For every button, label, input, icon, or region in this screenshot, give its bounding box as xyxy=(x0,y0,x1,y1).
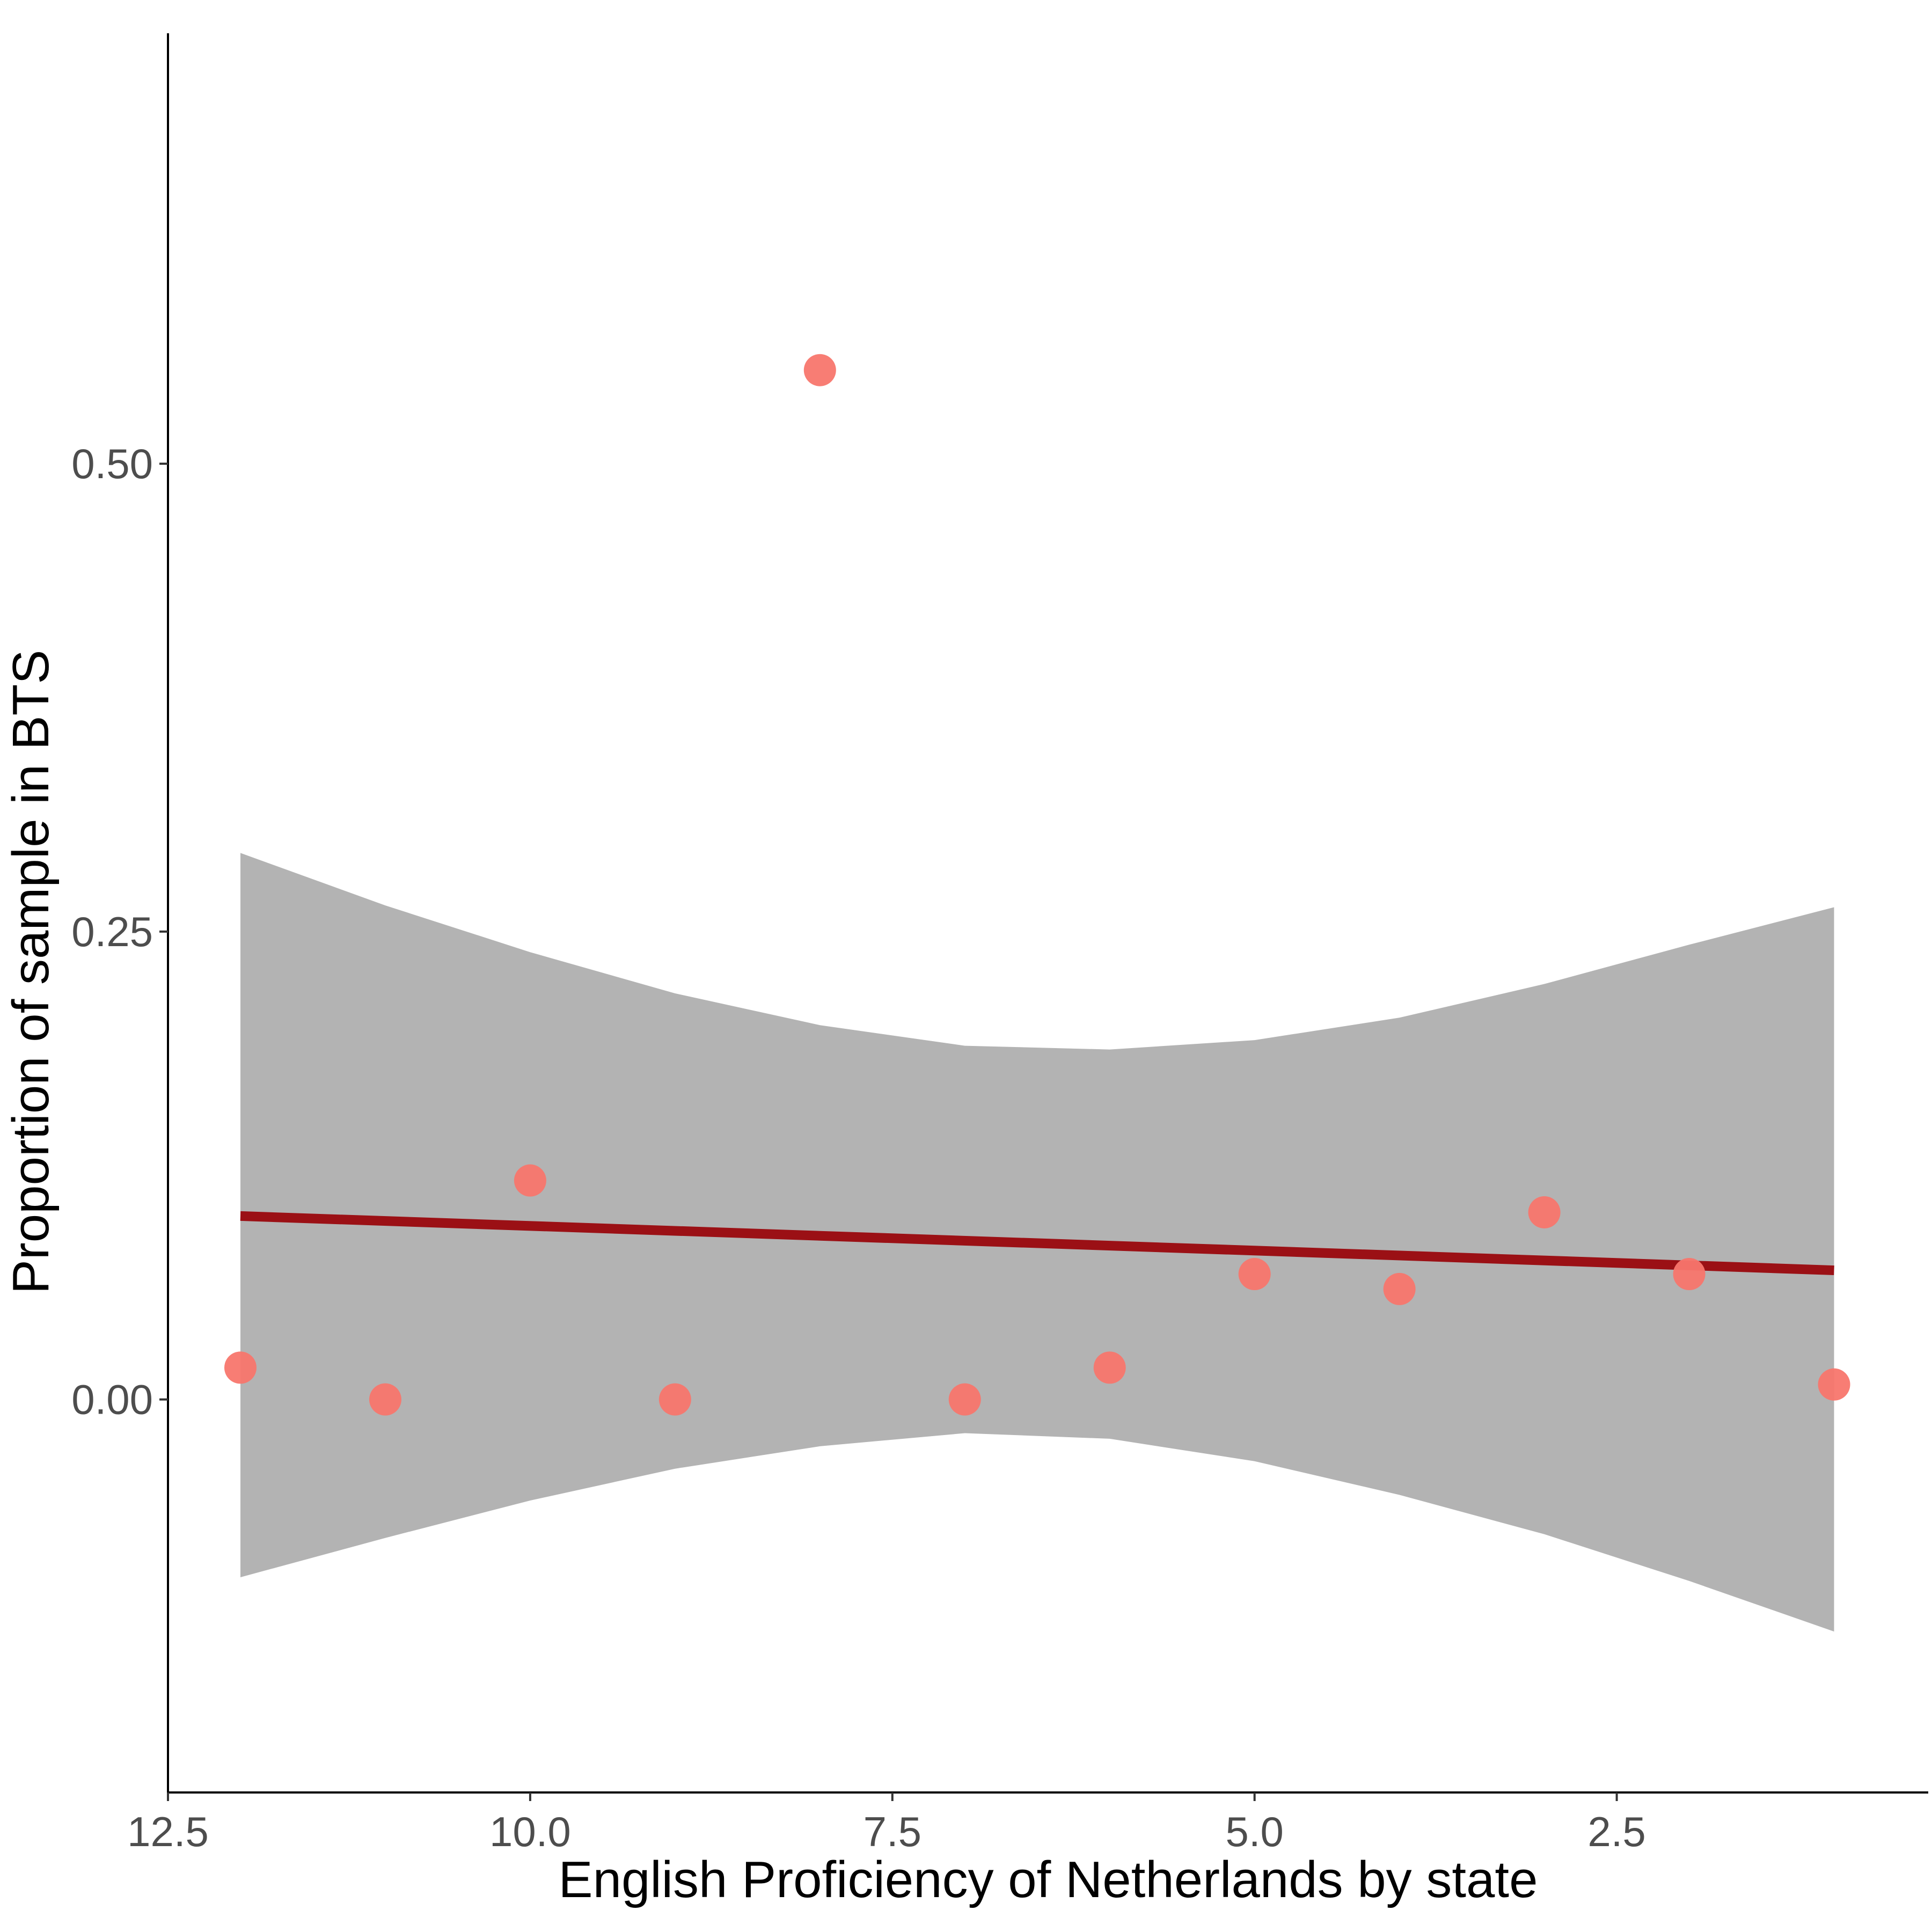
data-point xyxy=(1673,1258,1706,1291)
x-axis-ticks: 12.5 10.0 7.5 5.0 2.5 xyxy=(127,1792,1646,1855)
x-axis-title: English Proficiency of Netherlands by st… xyxy=(559,1851,1538,1908)
regression-line xyxy=(240,1211,1834,1276)
data-point xyxy=(658,1383,691,1416)
data-point xyxy=(369,1383,401,1416)
data-point xyxy=(948,1383,981,1416)
y-tick-label: 0.25 xyxy=(71,908,153,955)
fit-line-layer xyxy=(240,1211,1834,1276)
x-tick-label: 12.5 xyxy=(127,1808,209,1855)
axes-layer xyxy=(167,33,1928,1794)
data-point xyxy=(1818,1368,1850,1401)
x-tick-label: 7.5 xyxy=(863,1808,921,1855)
y-axis-title: Proportion of sample in BTS xyxy=(2,650,60,1294)
x-tick-label: 2.5 xyxy=(1587,1808,1645,1855)
y-axis-ticks: 0.00 0.25 0.50 xyxy=(71,440,168,1423)
data-point xyxy=(514,1164,546,1197)
data-point xyxy=(803,354,836,386)
data-point xyxy=(1383,1272,1416,1305)
data-point xyxy=(1238,1258,1271,1291)
data-point xyxy=(1528,1196,1561,1228)
y-tick-label: 0.00 xyxy=(71,1376,153,1423)
x-tick-label: 5.0 xyxy=(1225,1808,1283,1855)
data-point xyxy=(224,1351,257,1384)
data-point xyxy=(1093,1351,1126,1384)
x-tick-label: 10.0 xyxy=(489,1808,571,1855)
y-tick-label: 0.50 xyxy=(71,440,153,487)
data-points-layer xyxy=(224,354,1850,1416)
